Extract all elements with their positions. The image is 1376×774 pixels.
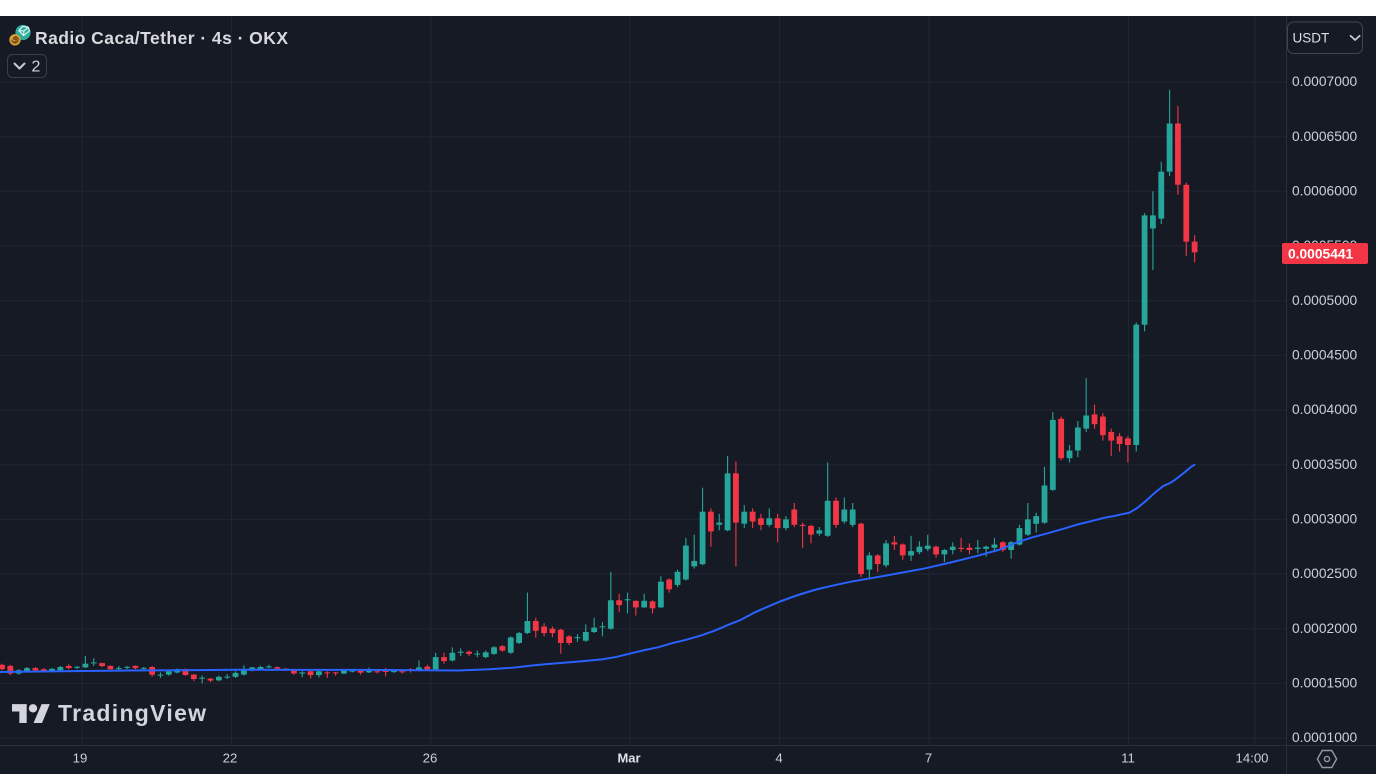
svg-text:0.0007000: 0.0007000 <box>1292 74 1358 89</box>
svg-text:Mar: Mar <box>617 751 640 766</box>
svg-text:2: 2 <box>32 59 41 76</box>
svg-text:0.0005441: 0.0005441 <box>1288 247 1354 262</box>
svg-text:USDT: USDT <box>1293 31 1330 46</box>
svg-text:0.0006000: 0.0006000 <box>1292 184 1358 199</box>
svg-text:0.0002500: 0.0002500 <box>1292 566 1358 581</box>
svg-text:26: 26 <box>423 751 438 766</box>
svg-text:0.0002000: 0.0002000 <box>1292 621 1358 636</box>
svg-text:4: 4 <box>775 751 782 766</box>
svg-text:19: 19 <box>73 751 88 766</box>
svg-text:0.0005000: 0.0005000 <box>1292 293 1358 308</box>
svg-text:0.0004000: 0.0004000 <box>1292 402 1358 417</box>
svg-text:0.0001000: 0.0001000 <box>1292 730 1358 745</box>
svg-text:0.0001500: 0.0001500 <box>1292 676 1358 691</box>
svg-text:0.0006500: 0.0006500 <box>1292 129 1358 144</box>
svg-text:11: 11 <box>1121 751 1135 766</box>
svg-text:Radio Caca/Tether · 4s · OKX: Radio Caca/Tether · 4s · OKX <box>35 28 288 48</box>
svg-text:0.0004500: 0.0004500 <box>1292 348 1358 363</box>
svg-text:22: 22 <box>223 751 238 766</box>
svg-text:0.0003000: 0.0003000 <box>1292 512 1358 527</box>
svg-text:0.0003500: 0.0003500 <box>1292 457 1358 472</box>
svg-text:7: 7 <box>925 751 932 766</box>
svg-text:14:00: 14:00 <box>1235 751 1268 766</box>
svg-text:TradingView: TradingView <box>58 700 207 726</box>
